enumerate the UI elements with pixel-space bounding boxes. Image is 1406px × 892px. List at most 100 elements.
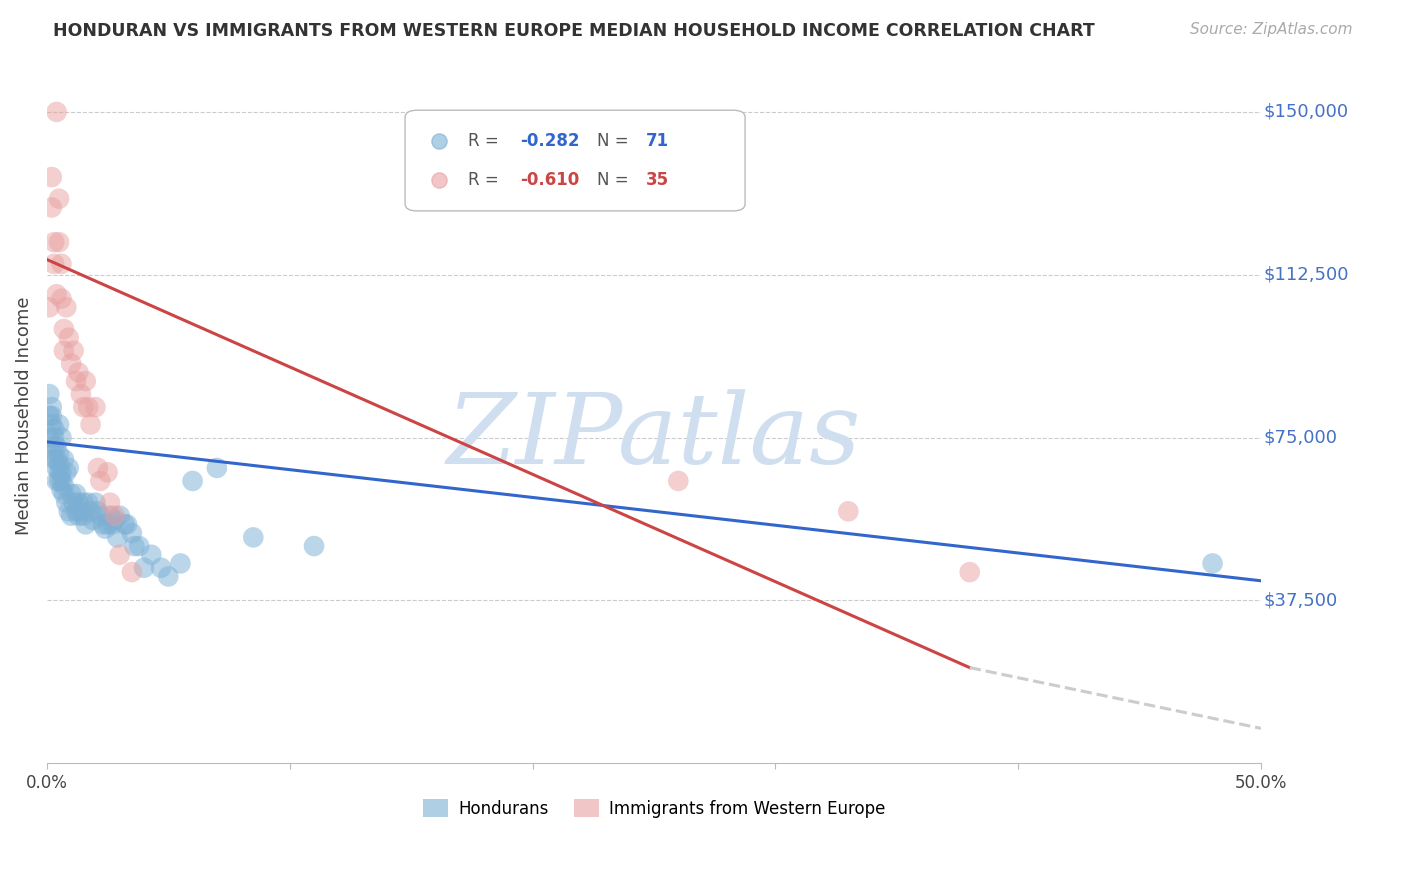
Point [51,431,73,445]
Text: -0.610: -0.610 [520,170,579,188]
Point [91,517,114,532]
Point [77,496,100,510]
Point [55,496,77,510]
Point [41,443,63,458]
Text: R =: R = [468,132,505,151]
Point [38,431,60,445]
Point [105,530,128,544]
Point [959,565,981,579]
Point [45,461,67,475]
Point [60,508,83,523]
Point [97,465,120,479]
Point [41,201,63,215]
Text: $75,000: $75,000 [1264,428,1337,447]
Point [48,192,70,206]
Point [87,504,110,518]
Point [45,439,67,453]
Point [67,508,90,523]
Point [98,496,121,510]
Point [44,431,66,445]
Point [98,508,121,523]
Point [65,504,87,518]
Point [157,569,180,583]
Text: ZIPatlas: ZIPatlas [447,389,862,484]
Text: N =: N = [598,170,634,188]
Point [41,417,63,432]
Point [62,343,84,358]
Point [48,465,70,479]
Point [70,504,93,518]
Point [52,487,75,501]
Point [52,343,75,358]
Point [82,513,104,527]
Point [666,474,689,488]
Point [60,487,83,501]
Point [51,474,73,488]
Text: 35: 35 [645,170,669,188]
Point [181,474,204,488]
Point [104,508,127,523]
Point [132,561,155,575]
Point [48,235,70,249]
Point [101,517,124,532]
Point [72,508,94,523]
Point [150,561,173,575]
Point [67,496,90,510]
Point [48,448,70,462]
Point [38,300,60,314]
Point [58,331,80,345]
Point [38,409,60,423]
Point [60,357,83,371]
Point [51,465,73,479]
Text: R =: R = [468,170,505,188]
Point [72,400,94,414]
Point [79,417,101,432]
Point [205,461,228,475]
Point [837,504,859,518]
Point [108,508,131,523]
Point [84,400,107,414]
Point [242,530,264,544]
Point [124,539,146,553]
FancyBboxPatch shape [405,111,745,211]
Point [51,483,73,497]
Text: HONDURAN VS IMMIGRANTS FROM WESTERN EUROPE MEDIAN HOUSEHOLD INCOME CORRELATION C: HONDURAN VS IMMIGRANTS FROM WESTERN EURO… [53,22,1095,40]
Point [55,300,77,314]
Point [41,169,63,184]
Point [45,287,67,301]
Y-axis label: Median Household Income: Median Household Income [15,296,32,535]
Point [58,461,80,475]
Point [45,452,67,467]
Point [104,513,127,527]
Point [38,387,60,401]
Point [169,557,191,571]
Point [97,517,120,532]
Point [72,496,94,510]
Point [41,409,63,423]
Point [52,452,75,467]
Point [44,439,66,453]
Point [89,474,111,488]
Point [141,548,163,562]
Point [41,400,63,414]
Point [114,517,136,532]
Point [48,417,70,432]
Point [65,487,87,501]
Point [75,517,97,532]
Point [1201,557,1223,571]
Point [44,235,66,249]
Point [48,457,70,471]
Text: Source: ZipAtlas.com: Source: ZipAtlas.com [1189,22,1353,37]
Point [84,496,107,510]
Point [70,387,93,401]
Point [115,517,138,532]
Text: N =: N = [598,132,634,151]
Text: -0.282: -0.282 [520,132,579,151]
Point [48,474,70,488]
Point [79,504,101,518]
Text: $37,500: $37,500 [1264,591,1339,609]
Point [89,508,111,523]
Point [44,257,66,271]
Text: $150,000: $150,000 [1264,103,1348,121]
Text: $112,500: $112,500 [1264,266,1350,284]
